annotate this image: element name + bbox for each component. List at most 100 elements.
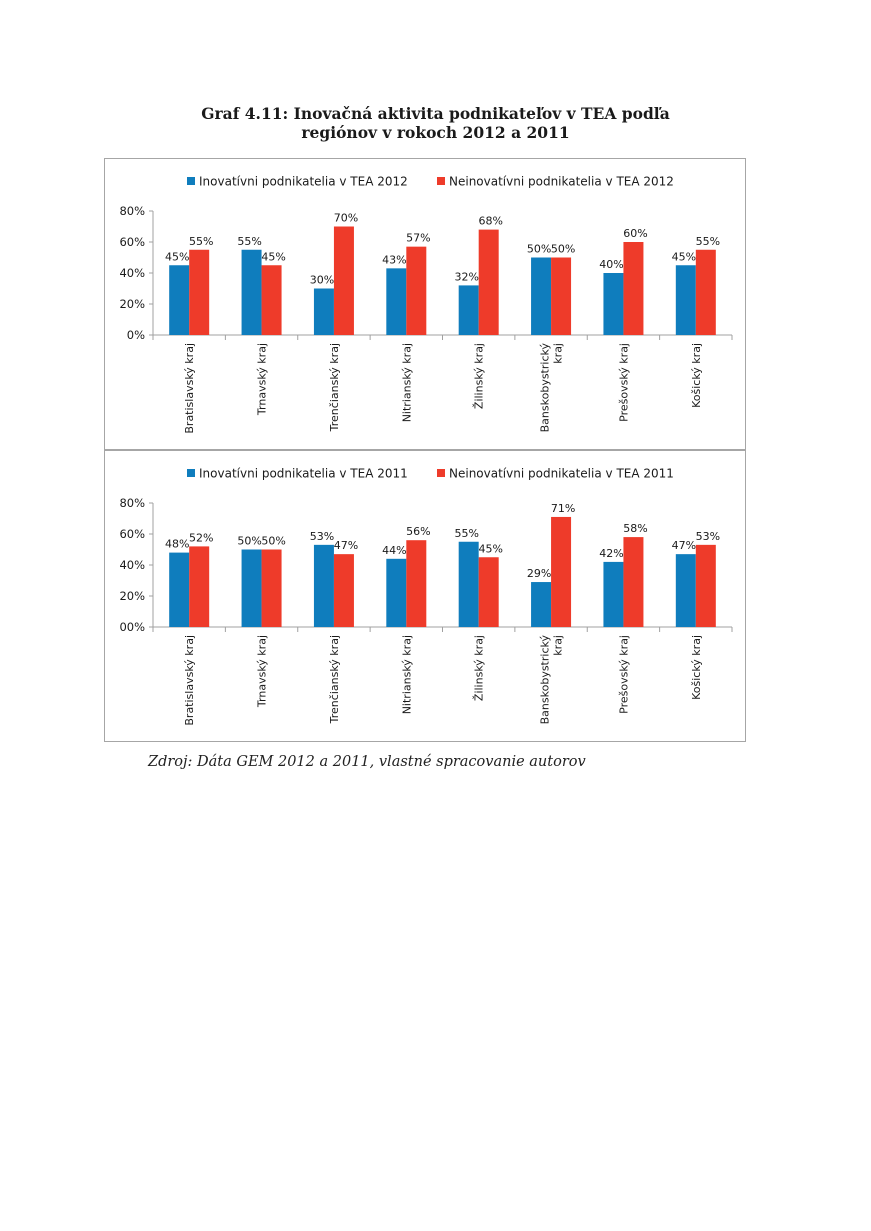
- chart-2011: Inovatívni podnikatelia v TEA 2011 Neinov…: [104, 450, 746, 742]
- category-label-2012-0: Bratislavský kraj: [183, 343, 196, 434]
- bar-2012-s1-c2: [333, 226, 354, 335]
- legend-label-2012-s1: Neinovatívni podnikatelia v TEA 2012: [449, 175, 674, 189]
- category-label-line-2012-5-0: Banskobystrický: [539, 343, 552, 433]
- bar-2011-s1-c2: [333, 554, 354, 627]
- bar-2012-s1-c3: [406, 246, 427, 335]
- category-label-line-2011-5-0: Banskobystrický: [539, 635, 552, 725]
- data-label-2011-s1-c0: 52%: [189, 531, 213, 544]
- bar-2011-s1-c5: [551, 516, 572, 627]
- category-label-line-2011-2-0: Trenčianský kraj: [328, 635, 341, 724]
- bar-2011-s1-c4: [478, 557, 499, 627]
- bar-2011-s0-c2: [313, 544, 334, 627]
- data-label-2011-s1-c3: 56%: [406, 525, 430, 538]
- y-tick-label-2012-1: 20%: [119, 297, 145, 311]
- source-note: Zdroj: Dáta GEM 2012 a 2011, vlastné spr…: [148, 754, 586, 770]
- y-tick-label-2011-2: 40%: [119, 558, 145, 572]
- bar-2011-s0-c1: [241, 549, 262, 627]
- category-label-line-2011-7-0: Košický kraj: [690, 635, 703, 700]
- bar-2012-s1-c5: [551, 257, 572, 335]
- category-label-2011-6: Prešovský kraj: [617, 635, 630, 714]
- category-label-2011-4: Žilinský kraj: [473, 635, 486, 701]
- data-label-2012-s1-c1: 45%: [261, 250, 285, 263]
- bar-2012-s0-c7: [675, 265, 696, 335]
- category-label-line-2012-5-1: kraj: [552, 343, 565, 364]
- category-label-2012-3: Nitrianský kraj: [400, 343, 413, 422]
- data-label-2012-s1-c3: 57%: [406, 232, 430, 245]
- bar-2011-s0-c0: [169, 552, 190, 627]
- bar-2012-s0-c3: [386, 268, 407, 335]
- data-label-2011-s0-c2: 53%: [310, 530, 334, 543]
- category-label-line-2011-5-1: kraj: [552, 635, 565, 656]
- data-label-2011-s0-c3: 44%: [382, 544, 406, 557]
- bar-2012-s1-c1: [261, 265, 282, 335]
- legend-label-2011-s0: Inovatívni podnikatelia v TEA 2011: [199, 467, 408, 481]
- category-label-2011-7: Košický kraj: [690, 635, 703, 700]
- y-tick-label-2012-4: 80%: [119, 204, 145, 218]
- bar-2011-s1-c6: [623, 537, 644, 627]
- legend-swatch-2011-s0: [187, 469, 195, 477]
- y-tick-label-2012-0: 0%: [127, 328, 145, 342]
- data-label-2012-s1-c4: 68%: [478, 215, 502, 228]
- category-label-2011-3: Nitrianský kraj: [400, 635, 413, 714]
- data-label-2011-s1-c2: 47%: [334, 539, 358, 552]
- data-label-2011-s1-c5: 71%: [551, 502, 575, 515]
- y-tick-label-2011-1: 20%: [119, 589, 145, 603]
- data-label-2012-s1-c0: 55%: [189, 235, 213, 248]
- legend-label-2011-s1: Neinovatívni podnikatelia v TEA 2011: [449, 467, 674, 481]
- category-label-2012-6: Prešovský kraj: [617, 343, 630, 422]
- category-label-2011-1: Trnavský kraj: [256, 635, 269, 708]
- data-label-2012-s0-c6: 40%: [599, 258, 623, 271]
- data-label-2011-s1-c7: 53%: [696, 530, 720, 543]
- figure-title: Graf 4.11: Inovačná aktivita podnikateľo…: [0, 104, 871, 142]
- data-label-2012-s1-c2: 70%: [334, 212, 358, 225]
- bar-2012-s0-c0: [169, 265, 190, 335]
- bar-2011-s0-c7: [675, 554, 696, 627]
- data-label-2012-s0-c0: 45%: [165, 250, 189, 263]
- category-label-2012-5: Banskobystrický kraj: [539, 343, 565, 433]
- bar-2011-s0-c6: [603, 561, 624, 627]
- y-tick-label-2011-0: 00%: [119, 620, 145, 634]
- category-label-2011-2: Trenčianský kraj: [328, 635, 341, 724]
- data-label-2011-s0-c6: 42%: [599, 547, 623, 560]
- category-label-line-2012-4-0: Žilinský kraj: [473, 343, 486, 409]
- data-label-2012-s0-c1: 55%: [237, 235, 261, 248]
- bar-2011-s1-c1: [261, 549, 282, 627]
- data-label-2011-s0-c1: 50%: [237, 535, 261, 548]
- bar-2011-s0-c5: [531, 582, 552, 627]
- figure-title-line-2: regiónov v rokoch 2012 a 2011: [301, 123, 570, 142]
- category-label-line-2012-2-0: Trenčianský kraj: [328, 343, 341, 432]
- data-label-2011-s0-c4: 55%: [454, 527, 478, 540]
- legend-swatch-2012-s1: [437, 177, 445, 185]
- data-label-2012-s0-c5: 50%: [527, 243, 551, 256]
- bar-2011-s0-c3: [386, 558, 407, 627]
- data-label-2011-s0-c5: 29%: [527, 567, 551, 580]
- category-label-2011-0: Bratislavský kraj: [183, 635, 196, 726]
- category-label-line-2012-0-0: Bratislavský kraj: [183, 343, 196, 434]
- data-label-2011-s1-c6: 58%: [623, 522, 647, 535]
- data-label-2012-s1-c6: 60%: [623, 227, 647, 240]
- y-tick-label-2011-3: 60%: [119, 527, 145, 541]
- legend-label-2012-s0: Inovatívni podnikatelia v TEA 2012: [199, 175, 408, 189]
- y-tick-label-2012-2: 40%: [119, 266, 145, 280]
- figure-title-line-1: Graf 4.11: Inovačná aktivita podnikateľo…: [201, 104, 670, 123]
- bar-2012-s0-c2: [313, 288, 334, 335]
- bar-2011-s1-c0: [189, 546, 210, 627]
- legend-swatch-2012-s0: [187, 177, 195, 185]
- category-label-line-2011-6-0: Prešovský kraj: [617, 635, 630, 714]
- category-label-2011-5: Banskobystrický kraj: [539, 635, 565, 725]
- bar-2012-s0-c4: [458, 285, 479, 335]
- bar-2012-s1-c0: [189, 249, 210, 335]
- category-label-2012-2: Trenčianský kraj: [328, 343, 341, 432]
- data-label-2012-s0-c2: 30%: [310, 274, 334, 287]
- category-label-2012-7: Košický kraj: [690, 343, 703, 408]
- bar-2011-s1-c7: [695, 544, 716, 627]
- chart-2012-svg: Inovatívni podnikatelia v TEA 2012 Neinov…: [119, 175, 733, 434]
- chart-2012: Inovatívni podnikatelia v TEA 2012 Neinov…: [104, 158, 746, 450]
- category-label-line-2012-1-0: Trnavský kraj: [256, 343, 269, 416]
- category-label-line-2012-6-0: Prešovský kraj: [617, 343, 630, 422]
- category-label-line-2011-3-0: Nitrianský kraj: [400, 635, 413, 714]
- bar-2011-s1-c3: [406, 540, 427, 627]
- data-label-2012-s1-c5: 50%: [551, 243, 575, 256]
- category-label-2012-4: Žilinský kraj: [473, 343, 486, 409]
- data-label-2011-s1-c4: 45%: [478, 542, 502, 555]
